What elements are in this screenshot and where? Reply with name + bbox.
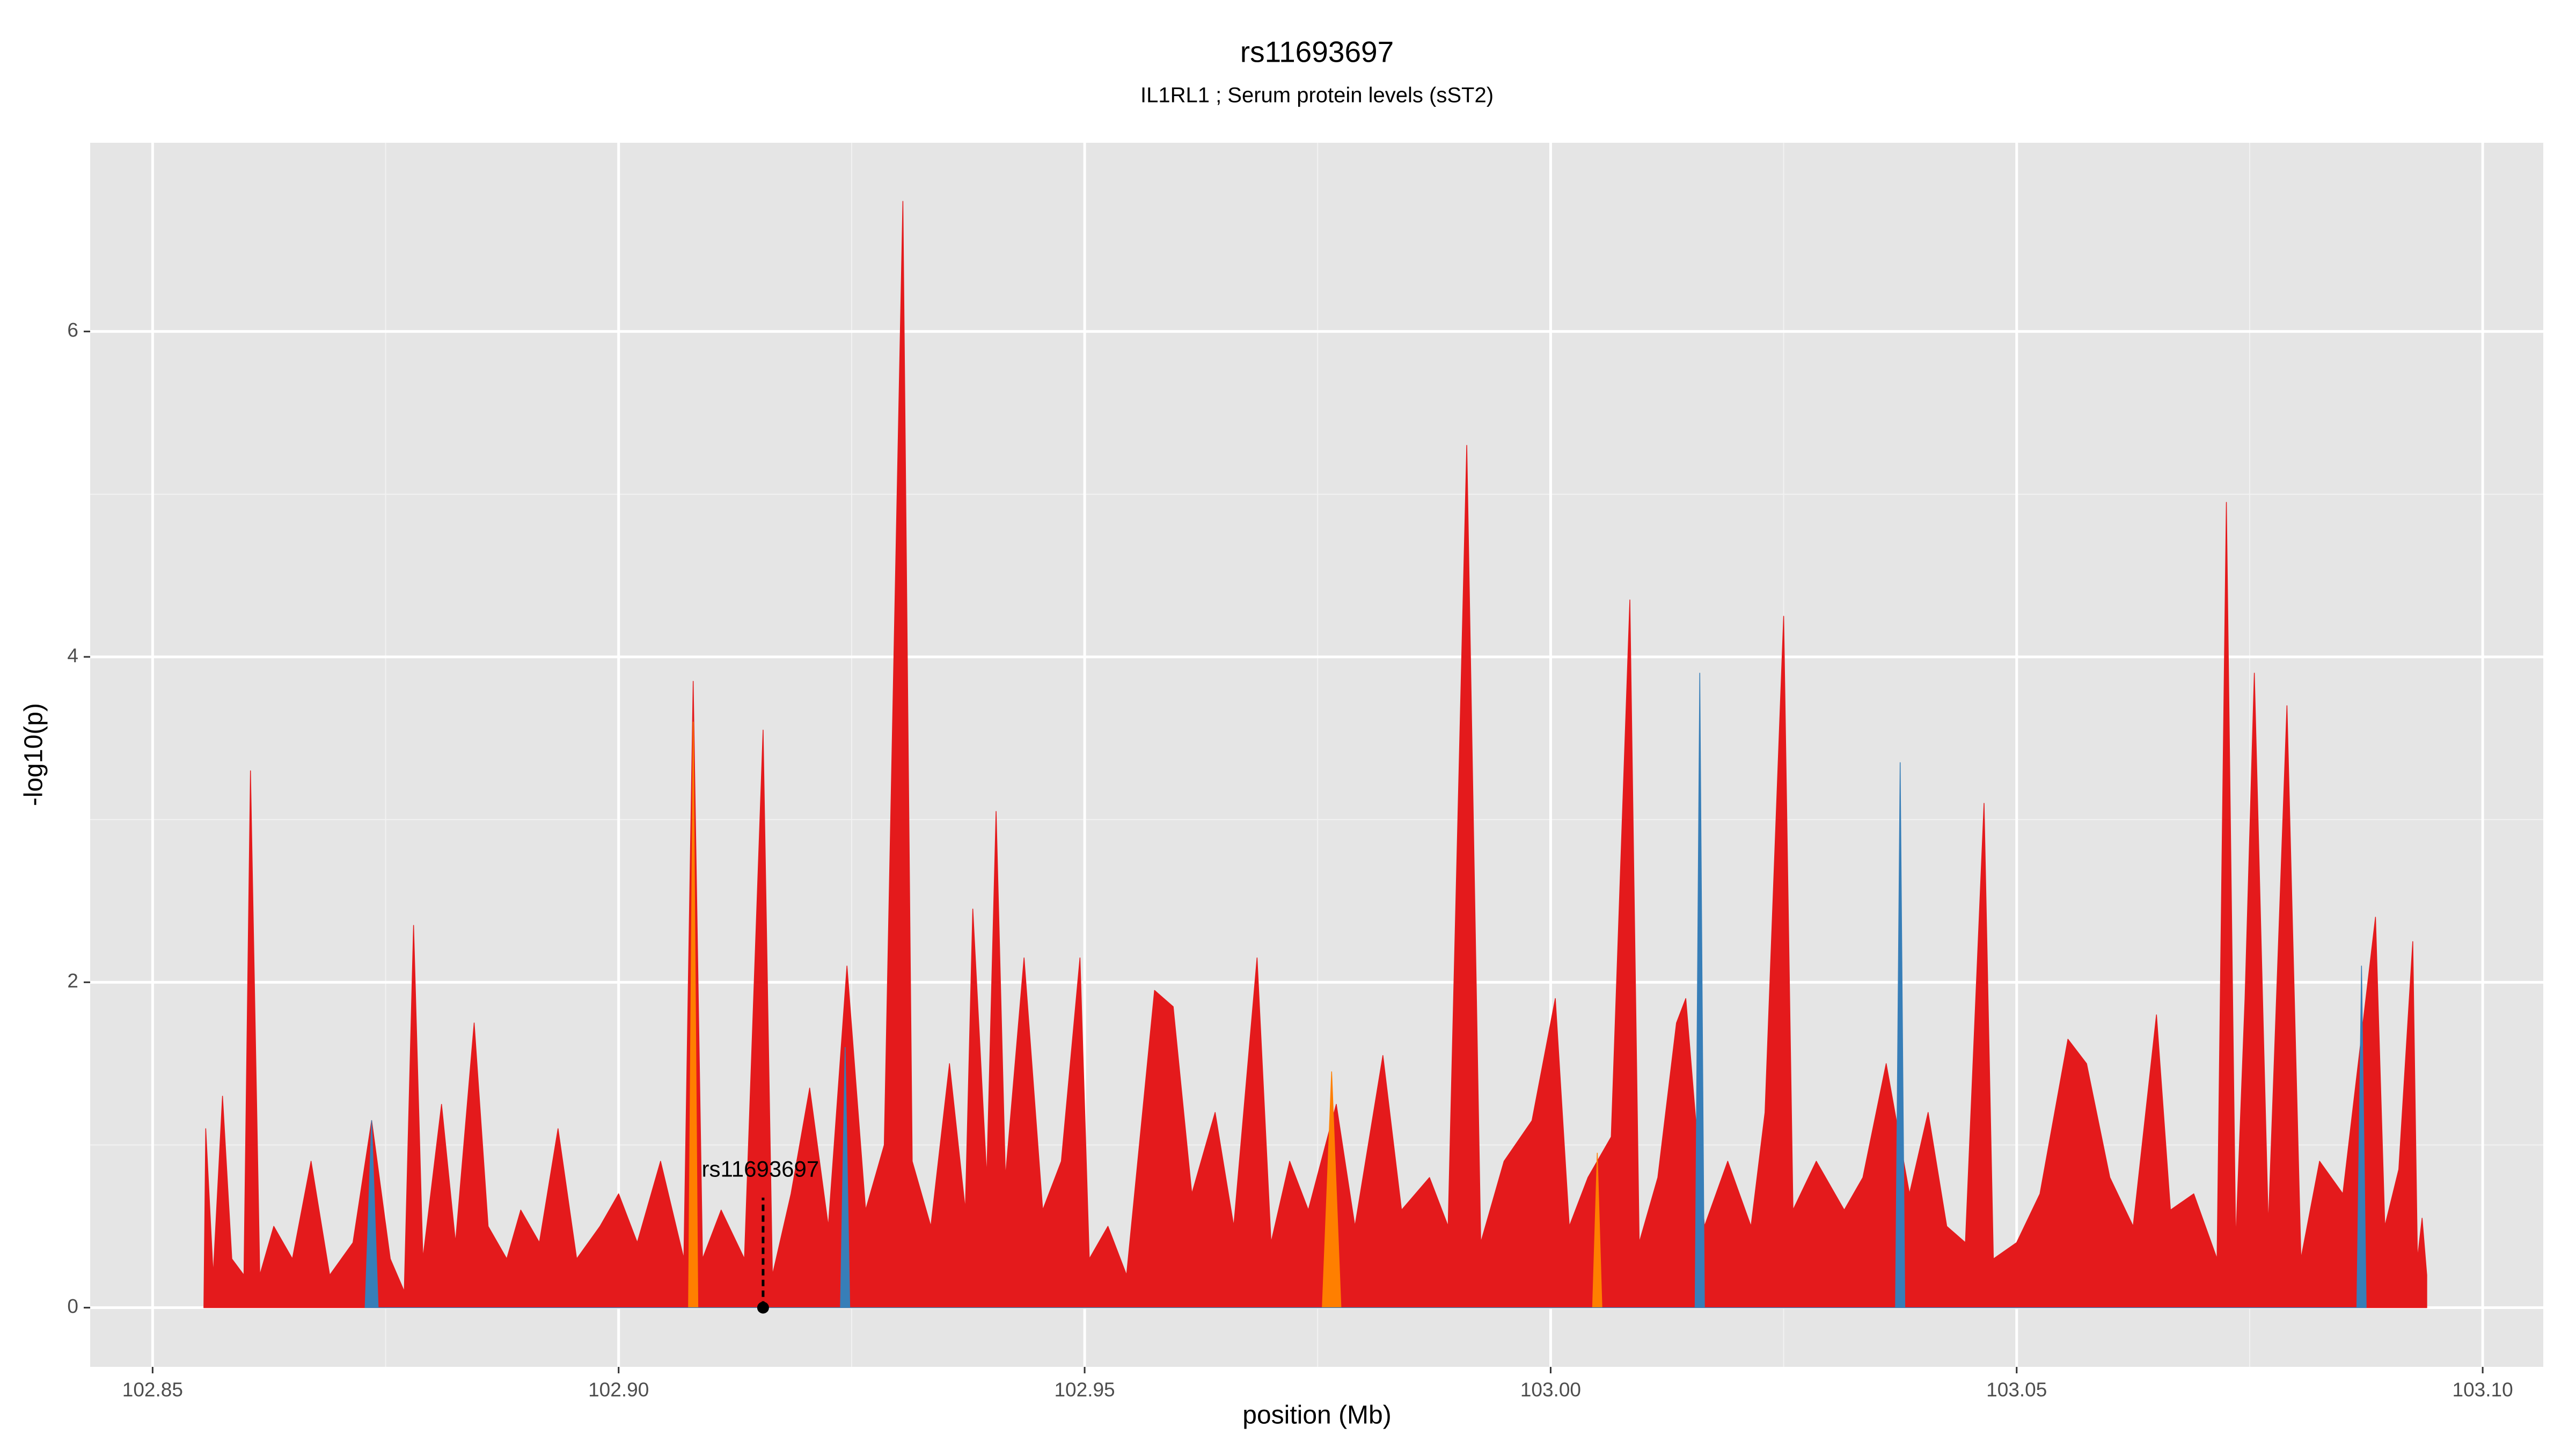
chart-subtitle: IL1RL1 ; Serum protein levels (sST2) (1140, 84, 1494, 107)
y-tick-label: 0 (67, 1295, 78, 1317)
annotation-label: rs11693697 (702, 1157, 819, 1182)
area-series (364, 672, 2367, 1308)
x-tick-label: 103.00 (1520, 1379, 1581, 1401)
x-tick-label: 103.05 (1986, 1379, 2047, 1401)
area-series (203, 201, 2427, 1308)
x-tick-label: 102.95 (1054, 1379, 1115, 1401)
y-tick-label: 4 (67, 645, 78, 667)
x-axis-label: position (Mb) (1242, 1401, 1391, 1430)
annotation-point (757, 1301, 769, 1314)
y-tick-label: 6 (67, 319, 78, 341)
area-series (688, 721, 1602, 1308)
x-tick-label: 103.10 (2453, 1379, 2513, 1401)
y-tick-label: 2 (67, 970, 78, 992)
y-axis-label: -log10(p) (20, 703, 48, 806)
chart-title: rs11693697 (1240, 35, 1394, 69)
x-tick-label: 102.85 (122, 1379, 183, 1401)
plot-panel (90, 143, 2543, 1367)
x-tick-label: 102.90 (588, 1379, 649, 1401)
